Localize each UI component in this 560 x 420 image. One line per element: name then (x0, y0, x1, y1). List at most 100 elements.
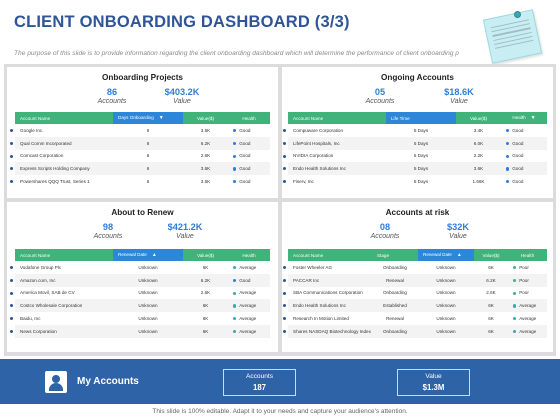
table-row[interactable]: Baidu, Inc Unknown 6K Average (10, 312, 270, 325)
renew-table: Account Name Renewal Date ▲ Value($) Heal… (10, 249, 270, 338)
column-header[interactable]: Health (508, 249, 547, 261)
stage-cell: Renewal (372, 273, 418, 287)
column-header-sorted[interactable]: Days Onboarding ▼ (113, 112, 183, 124)
value-cell: 6K (202, 264, 209, 270)
health-cell: Good (228, 124, 270, 137)
status-dot-icon (513, 266, 517, 270)
status-dot-icon (233, 278, 237, 283)
value-cell: 6K (474, 324, 508, 338)
column-header[interactable]: Health (228, 112, 270, 124)
sticky-note-icon (482, 9, 543, 64)
column-header[interactable]: Value($) (456, 112, 501, 124)
table-row[interactable]: PACCAR Inc Renewal Unknown 6.2K Poor (283, 273, 547, 287)
sort-up-icon[interactable]: ▲ (456, 252, 462, 258)
health-cell: Good (501, 124, 547, 137)
about-to-renew-panel: About to Renew 98 Accounts $421.2K Value A… (7, 202, 278, 352)
table-row[interactable]: Vodafone Group Plc Unknown 6K Average (10, 261, 270, 274)
table-row[interactable]: Google Inc. 6 3.6K Good (10, 124, 270, 137)
sort-up-icon[interactable]: ▲ (151, 252, 157, 258)
stage-cell: Onboarding (372, 324, 418, 338)
value-label: Value (449, 233, 467, 240)
column-header[interactable]: Life Time (386, 112, 456, 124)
column-header-sorted[interactable]: Renewal Date ▲ (418, 249, 474, 261)
days-cell: 6 (146, 127, 150, 133)
value-total: $32K (447, 222, 469, 232)
row-bullet-icon (10, 278, 13, 282)
name-cell: Costco Wholesale Corporation (10, 299, 113, 313)
status-dot-icon (506, 141, 510, 146)
table-row[interactable]: Amazon.com, Inc Unknown 6.2K Good (10, 273, 270, 287)
column-header[interactable]: Value($) (474, 249, 508, 261)
days-cell: 6 (146, 153, 150, 159)
value-cell: 2.6K (200, 290, 211, 296)
table-row[interactable]: News Corporation Unknown 6K Average (10, 324, 270, 338)
dashboard-panels: Onboarding Projects 86 Accounts $403.2K Va… (4, 64, 556, 356)
table-row[interactable]: LifePoint Hospitals, Inc 5 Days 6.0K Good (283, 136, 547, 150)
health-cell: Good (501, 150, 547, 163)
column-header-sorted[interactable]: Health ▼ (501, 112, 547, 124)
status-dot-icon (513, 278, 517, 283)
status-dot-icon (506, 129, 510, 133)
stage-cell: Onboarding (382, 290, 407, 296)
date-cell: Unknown (418, 299, 474, 313)
stage-cell: Onboarding (382, 264, 407, 270)
health-label: Good (239, 140, 251, 146)
row-bullet-icon (10, 129, 13, 132)
sort-down-icon[interactable]: ▼ (158, 115, 164, 121)
table-row[interactable]: Fiserv, Inc 5 Days 1.66K Good (283, 175, 547, 188)
table-row[interactable]: Qual Comm Incorporated 6 6.2K Good (10, 136, 270, 150)
value-label: Value (176, 233, 194, 240)
sort-down-icon[interactable]: ▼ (530, 115, 536, 121)
row-bullet-icon (10, 180, 13, 184)
column-header[interactable]: Account Name (15, 249, 113, 261)
risk-table: Account Name Stage Renewal Date ▲ Value($… (283, 249, 547, 338)
table-row[interactable]: SBA Communications Corporation Onboarding… (283, 287, 547, 300)
days-cell: 5 Days (386, 162, 456, 176)
status-dot-icon (233, 167, 237, 171)
column-header[interactable]: Account Name (15, 112, 113, 124)
status-dot-icon (233, 129, 237, 133)
health-cell: Average (508, 299, 547, 313)
column-header[interactable]: Value($) (183, 112, 228, 124)
value-cell: 3.6K (183, 162, 228, 176)
date-cell: Unknown (138, 290, 158, 296)
table-row[interactable]: Express Scripts Holding Company 6 3.6K Good (10, 162, 270, 176)
value-cell: 6K (474, 299, 508, 313)
column-header[interactable]: Health (228, 249, 270, 261)
table-row[interactable]: Endo Health Solutions Inc Established Unkn… (283, 299, 547, 313)
total-value-box: Value $1.3M (397, 369, 470, 396)
value-cell: 3.6K (456, 162, 501, 176)
table-row[interactable]: Compuware Corporation 5 Days 3.4K Good (283, 124, 547, 137)
accounts-count: 98 (102, 222, 114, 232)
table-row[interactable]: Comcast Corporation 6 2.6K Good (10, 150, 270, 163)
pin-icon (514, 11, 521, 18)
health-label: Poor (519, 277, 529, 283)
column-header[interactable]: Value($) (183, 249, 228, 261)
health-label: Good (512, 127, 524, 133)
panel-title: Onboarding Projects (102, 73, 183, 82)
panel-title: About to Renew (111, 208, 174, 217)
table-row[interactable]: NVIDIA Corporation 5 Days 2.2K Good (283, 150, 547, 163)
column-header[interactable]: Account Name (288, 112, 386, 124)
health-label: Good (512, 166, 524, 172)
table-row[interactable]: Endo Health Solutions Inc 5 Days 3.6K Good (283, 162, 547, 176)
page-subtitle: The purpose of this slide is to provide … (14, 50, 459, 57)
column-header[interactable]: Stage (372, 249, 418, 261)
health-cell: Poor (508, 287, 547, 300)
health-label: Good (239, 153, 251, 159)
table-row[interactable]: Research In Motion Limited Renewal Unknown… (283, 312, 547, 325)
total-accounts-value: 187 (252, 383, 266, 392)
table-row[interactable]: Costco Wholesale Corporation Unknown 6K Ave… (10, 299, 270, 313)
table-row[interactable]: Shares NASDAQ Biotechnology Index Onboard… (283, 324, 547, 338)
days-cell: 6 (113, 162, 183, 176)
table-row[interactable]: Foster Wheeler AG Onboarding Unknown 6K Poor (283, 261, 547, 274)
days-cell: 5 Days (386, 136, 456, 150)
health-label: Average (239, 328, 257, 334)
table-row[interactable]: America Movil, SAB de CV Unknown 2.6K Avera… (10, 287, 270, 300)
table-row[interactable]: Powershares QQQ Trust, Series 1 6 3.6K Good (10, 175, 270, 188)
column-header-sorted[interactable]: Renewal Date ▲ (113, 249, 183, 261)
name-cell: Baidu, Inc (10, 312, 113, 325)
column-header[interactable]: Account Name (288, 249, 372, 261)
status-dot-icon (506, 154, 510, 158)
row-bullet-icon (283, 266, 286, 269)
